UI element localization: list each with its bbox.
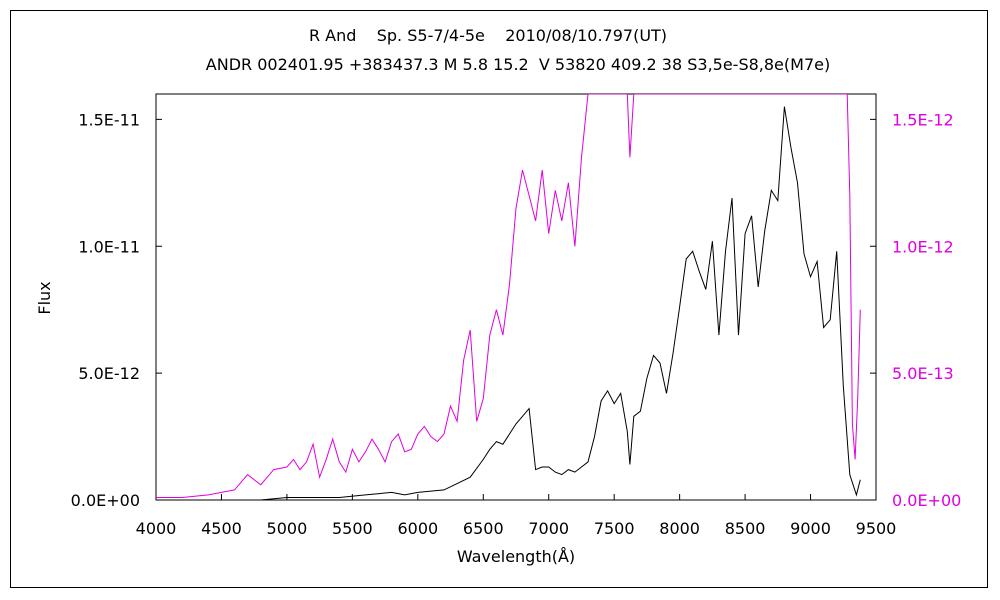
series-line-left [156,106,861,500]
series-layer [156,94,861,500]
y-tick-label-right: 5.0E-13 [892,364,954,383]
x-tick-label: 4500 [201,519,242,538]
x-tick-label: 7000 [528,519,569,538]
y-tick-label-right: 1.0E-12 [892,237,954,256]
y-tick-label-left: 1.0E-11 [78,237,140,256]
y-tick-label-left: 1.5E-11 [78,110,140,129]
y-axis-label: Flux [35,281,54,314]
y-tick-label-left: 5.0E-12 [78,364,140,383]
series-line-right [156,94,861,498]
chart-frame [10,10,988,588]
y-axis-right: 0.0E+00 5.0E-13 1.0E-12 1.5E-12 [870,110,961,510]
x-tick-label: 8500 [725,519,766,538]
x-tick-label: 9500 [856,519,897,538]
x-tick-label: 5000 [267,519,308,538]
x-tick-label: 6500 [463,519,504,538]
x-tick-label: 4000 [136,519,177,538]
chart-title: R And Sp. S5-7/4-5e 2010/08/10.797(UT) [308,26,668,45]
chart-subtitle: ANDR 002401.95 +383437.3 M 5.8 15.2 V 53… [205,55,831,74]
y-tick-label-right: 0.0E+00 [892,491,961,510]
x-tick-label: 6000 [397,519,438,538]
y-tick-label-left: 0.0E+00 [71,491,140,510]
y-axis-left: 0.0E+00 5.0E-12 1.0E-11 1.5E-11 [71,110,162,510]
x-tick-label: 9000 [790,519,831,538]
x-tick-label: 8000 [659,519,700,538]
x-axis: 4000 4500 5000 5500 6000 6500 7000 7500 8000 8500… [136,494,897,538]
x-axis-label: Wavelength(Å) [457,547,575,566]
y-tick-label-right: 1.5E-12 [892,110,954,129]
x-tick-label: 7500 [594,519,635,538]
plot-area [155,93,877,501]
x-tick-label: 5500 [332,519,373,538]
